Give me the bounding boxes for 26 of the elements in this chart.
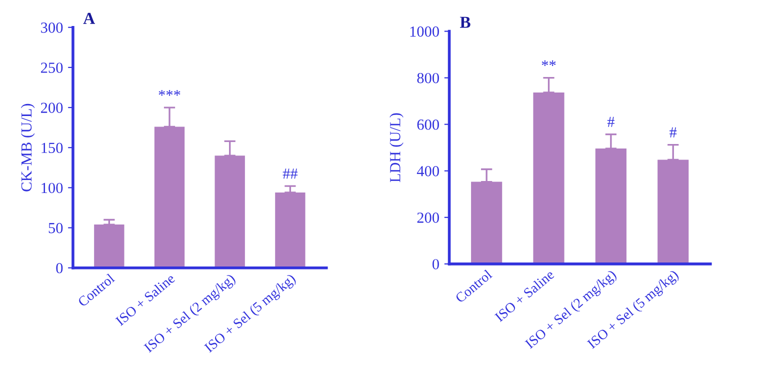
y-tick-label: 150 — [42, 142, 63, 154]
y-tick-label: 0 — [432, 259, 439, 270]
y-tick-label: 200 — [40, 102, 63, 113]
y-tick-label: 300 — [41, 22, 63, 33]
y-tick-label: 100 — [42, 182, 63, 194]
data-label: # — [670, 127, 677, 138]
data-label: ** — [542, 60, 556, 66]
y-axis-title: CK-MB (U/L) — [20, 104, 35, 192]
data-label: # — [607, 116, 614, 127]
y-tick-label: 800 — [417, 72, 439, 84]
y-tick-label: 0 — [56, 262, 63, 274]
y-tick-label: 200 — [417, 212, 439, 223]
bar — [94, 224, 124, 268]
bar — [533, 92, 564, 264]
bar — [595, 148, 626, 264]
data-label: ## — [282, 168, 298, 179]
y-tick-label: 400 — [416, 166, 439, 176]
y-tick-label: 250 — [40, 62, 63, 73]
bar — [275, 192, 306, 268]
y-axis-title: LDH (U/L) — [390, 113, 404, 182]
data-label: *** — [158, 90, 180, 96]
chart-title: A — [83, 12, 96, 24]
chart-title: B — [460, 16, 470, 28]
y-tick-label: 1000 — [410, 26, 439, 37]
y-tick-label: 600 — [417, 119, 439, 130]
y-tick-label: 50 — [48, 222, 63, 234]
